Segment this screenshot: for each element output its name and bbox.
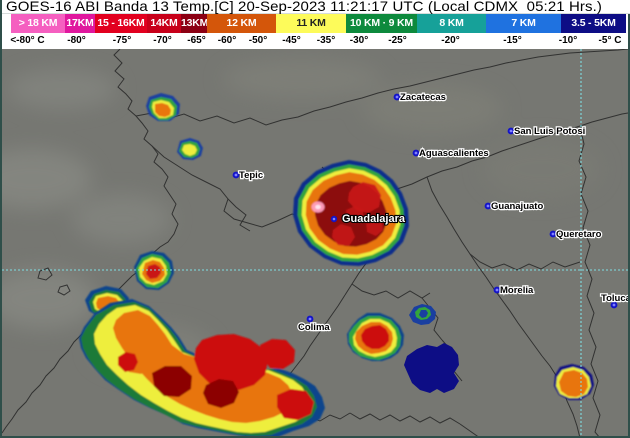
svg-text:Queretaro: Queretaro bbox=[556, 229, 602, 240]
svg-text:Guadalajara: Guadalajara bbox=[342, 213, 406, 225]
svg-text:Guanajuato: Guanajuato bbox=[491, 201, 543, 212]
svg-text:San Luis Potosi: San Luis Potosi bbox=[514, 126, 585, 137]
svg-text:Zacatecas: Zacatecas bbox=[400, 92, 446, 103]
svg-text:Morelia: Morelia bbox=[500, 285, 534, 296]
svg-text:Tepic: Tepic bbox=[239, 170, 263, 181]
svg-text:Toluca: Toluca bbox=[601, 293, 628, 304]
svg-text:Colima: Colima bbox=[298, 322, 330, 333]
svg-text:Aguascalientes: Aguascalientes bbox=[419, 148, 489, 159]
